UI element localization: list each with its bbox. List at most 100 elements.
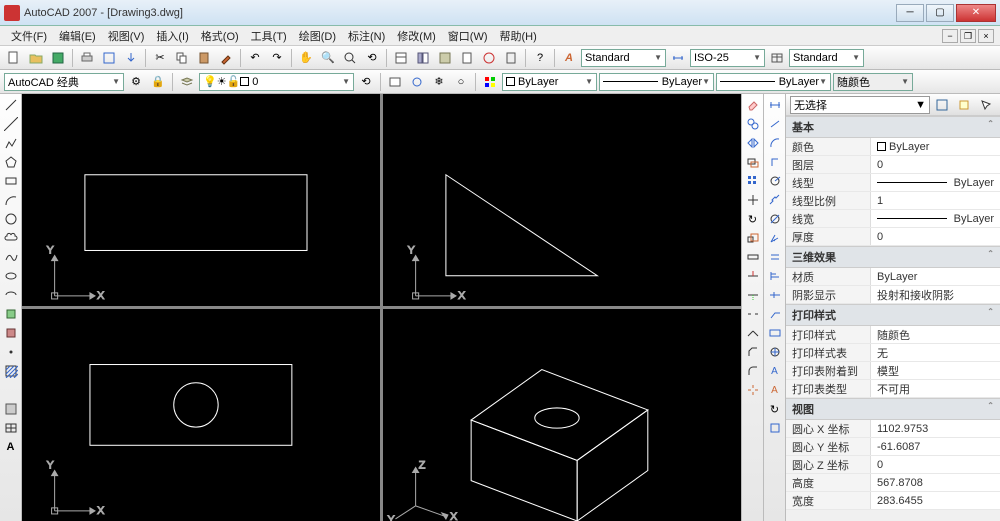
trim-tool[interactable] xyxy=(744,267,762,285)
ellipse-tool[interactable] xyxy=(2,267,20,285)
prop-value[interactable]: 投射和接收阴影 xyxy=(871,286,1000,303)
dim-aligned-tool[interactable] xyxy=(766,115,784,133)
dim-linear-tool[interactable] xyxy=(766,96,784,114)
prop-row[interactable]: 厚度0 xyxy=(786,228,1000,246)
layer-prev-button[interactable]: ⟲ xyxy=(356,72,376,92)
linetype-combo[interactable]: ByLayer▼ xyxy=(599,73,714,91)
new-button[interactable] xyxy=(4,48,24,68)
prop-value[interactable]: 模型 xyxy=(871,362,1000,379)
calc-button[interactable] xyxy=(501,48,521,68)
stretch-tool[interactable] xyxy=(744,248,762,266)
move-tool[interactable] xyxy=(744,191,762,209)
menu-draw[interactable]: 绘图(D) xyxy=(294,27,341,45)
prop-value[interactable]: 不可用 xyxy=(871,380,1000,397)
gradient-tool[interactable] xyxy=(2,381,20,399)
workspace-combo[interactable]: AutoCAD 经典▼ xyxy=(4,73,124,91)
dim-tedit-tool[interactable]: A xyxy=(766,381,784,399)
viewport-bottom-left[interactable]: X Y xyxy=(22,309,380,521)
open-button[interactable] xyxy=(26,48,46,68)
dim-update-tool[interactable]: ↻ xyxy=(766,400,784,418)
menu-insert[interactable]: 插入(I) xyxy=(151,27,193,45)
prop-value[interactable]: 0 xyxy=(871,156,1000,173)
polygon-tool[interactable] xyxy=(2,153,20,171)
region-tool[interactable] xyxy=(2,400,20,418)
dim-leader-tool[interactable] xyxy=(766,305,784,323)
selection-combo[interactable]: 无选择▼ xyxy=(790,96,930,114)
dim-ordinate-tool[interactable] xyxy=(766,153,784,171)
layer-manager-button[interactable] xyxy=(177,72,197,92)
prop-section-header[interactable]: 打印样式⌃ xyxy=(786,304,1000,326)
prop-row[interactable]: 线型比例1 xyxy=(786,192,1000,210)
ellipse-arc-tool[interactable] xyxy=(2,286,20,304)
prop-row[interactable]: 打印样式随颜色 xyxy=(786,326,1000,344)
layer-off-button[interactable]: ○ xyxy=(451,72,471,92)
dim-arc-tool[interactable] xyxy=(766,134,784,152)
menu-edit[interactable]: 编辑(E) xyxy=(54,27,101,45)
dim-diameter-tool[interactable] xyxy=(766,210,784,228)
plot-preview-button[interactable] xyxy=(99,48,119,68)
arc-tool[interactable] xyxy=(2,191,20,209)
help-button[interactable]: ? xyxy=(530,48,550,68)
break-tool[interactable] xyxy=(744,305,762,323)
layer-states-button[interactable] xyxy=(385,72,405,92)
workspace-settings-button[interactable]: ⚙ xyxy=(126,72,146,92)
copy-tool[interactable] xyxy=(744,115,762,133)
spline-tool[interactable] xyxy=(2,248,20,266)
prop-row[interactable]: 图层0 xyxy=(786,156,1000,174)
scale-tool[interactable] xyxy=(744,229,762,247)
prop-row[interactable]: 高度567.8708 xyxy=(786,474,1000,492)
menu-help[interactable]: 帮助(H) xyxy=(495,27,542,45)
dim-edit-tool[interactable]: A xyxy=(766,362,784,380)
prop-value[interactable]: ByLayer xyxy=(871,138,1000,155)
xline-tool[interactable] xyxy=(2,115,20,133)
prop-value[interactable]: -61.6087 xyxy=(871,438,1000,455)
prop-value[interactable]: ByLayer xyxy=(871,268,1000,285)
quickselect-button[interactable] xyxy=(932,95,952,115)
zoom-window-button[interactable] xyxy=(340,48,360,68)
hatch-tool[interactable] xyxy=(2,362,20,380)
prop-value[interactable]: 0 xyxy=(871,228,1000,245)
prop-value[interactable]: 567.8708 xyxy=(871,474,1000,491)
fillet-tool[interactable] xyxy=(744,362,762,380)
matchprop-button[interactable] xyxy=(216,48,236,68)
prop-value[interactable]: ByLayer xyxy=(871,210,1000,227)
prop-section-header[interactable]: 三维效果⌃ xyxy=(786,246,1000,268)
menu-view[interactable]: 视图(V) xyxy=(103,27,150,45)
markup-button[interactable] xyxy=(479,48,499,68)
prop-section-header[interactable]: 基本⌃ xyxy=(786,116,1000,138)
circle-tool[interactable] xyxy=(2,210,20,228)
sheetset-button[interactable] xyxy=(457,48,477,68)
rect-tool[interactable] xyxy=(2,172,20,190)
menu-format[interactable]: 格式(O) xyxy=(196,27,244,45)
menu-dimension[interactable]: 标注(N) xyxy=(343,27,390,45)
toolpalettes-button[interactable] xyxy=(435,48,455,68)
join-tool[interactable] xyxy=(744,324,762,342)
dim-radius-tool[interactable] xyxy=(766,172,784,190)
prop-row[interactable]: 打印表类型不可用 xyxy=(786,380,1000,398)
prop-value[interactable]: ByLayer xyxy=(871,174,1000,191)
color-combo[interactable]: ByLayer▼ xyxy=(502,73,597,91)
prop-value[interactable]: 随颜色 xyxy=(871,326,1000,343)
mtext-tool[interactable]: A xyxy=(2,438,20,456)
dim-tolerance-tool[interactable] xyxy=(766,324,784,342)
menu-file[interactable]: 文件(F) xyxy=(6,27,52,45)
dim-style-combo[interactable]: ISO-25▼ xyxy=(690,49,765,67)
workspace-lock-button[interactable]: 🔒 xyxy=(148,72,168,92)
prop-row[interactable]: 圆心 Y 坐标-61.6087 xyxy=(786,438,1000,456)
pan-button[interactable]: ✋ xyxy=(296,48,316,68)
prop-row[interactable]: 材质ByLayer xyxy=(786,268,1000,286)
line-tool[interactable] xyxy=(2,96,20,114)
make-block-tool[interactable] xyxy=(2,324,20,342)
point-tool[interactable] xyxy=(2,343,20,361)
offset-tool[interactable] xyxy=(744,153,762,171)
undo-button[interactable]: ↶ xyxy=(245,48,265,68)
chamfer-tool[interactable] xyxy=(744,343,762,361)
prop-value[interactable]: 283.6455 xyxy=(871,492,1000,509)
viewport-bottom-right[interactable]: X Y Z xyxy=(383,309,741,521)
close-button[interactable]: ✕ xyxy=(956,4,996,22)
dim-quick-tool[interactable] xyxy=(766,248,784,266)
print-button[interactable] xyxy=(77,48,97,68)
layer-combo[interactable]: 💡 ☀ 🔓 0 ▼ xyxy=(199,73,354,91)
mdi-restore-button[interactable]: ❐ xyxy=(960,29,976,43)
dim-continue-tool[interactable] xyxy=(766,286,784,304)
